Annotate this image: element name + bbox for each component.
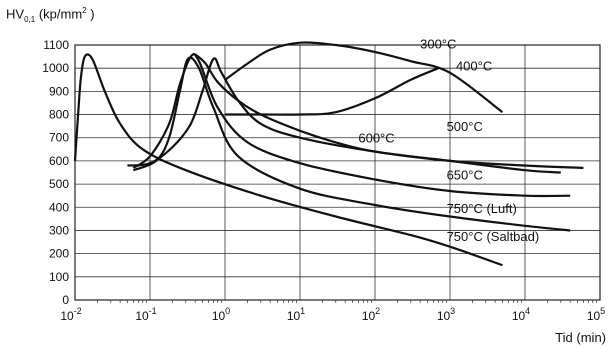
y-axis-label-unit-sup: 2: [82, 6, 87, 15]
y-tick-label: 800: [49, 108, 69, 122]
axes: [74, 44, 601, 303]
x-tick-label: 100: [212, 306, 230, 323]
series-line-0: [224, 41, 504, 114]
series-line-5: [132, 56, 571, 232]
y-tick-label: 300: [49, 223, 69, 237]
x-tick-label: 10-1: [135, 306, 156, 323]
x-tick-label: 10-2: [60, 306, 81, 323]
y-tick-label: 500: [49, 177, 69, 191]
y-tick-label: 0: [62, 293, 69, 307]
y-axis-label-main: HV: [6, 6, 25, 22]
series-lines: [73, 41, 584, 267]
x-tick-label: 105: [587, 306, 605, 323]
series-line-4: [132, 53, 571, 198]
y-tick-label: 1100: [43, 38, 69, 52]
series-line-2: [194, 53, 584, 169]
y-axis-label-unit-end: ): [86, 6, 95, 22]
x-tick-label: 103: [437, 306, 455, 323]
y-tick-label: 600: [49, 154, 69, 168]
y-tick-label: 1000: [42, 61, 69, 75]
series-label-6: 750°C (Saltbad): [447, 229, 540, 244]
x-tick-label: 101: [287, 306, 305, 323]
x-tick-label: 102: [362, 306, 380, 323]
series-line-3: [127, 57, 561, 174]
y-tick-label: 200: [49, 247, 69, 261]
series-label-4: 650°C: [447, 167, 483, 182]
x-axis-label: Tid (min): [555, 330, 606, 345]
y-tick-label: 900: [49, 84, 69, 98]
series-label-1: 400°C: [456, 59, 492, 74]
y-tick-label: 700: [49, 131, 69, 145]
series-line-6: [73, 53, 503, 267]
y-axis-label-sub: 0,1: [24, 14, 36, 24]
y-axis-label: HV0,1 (kp/mm2 ): [6, 6, 95, 24]
series-label-0: 300°C: [420, 36, 456, 51]
series-label-2: 500°C: [447, 119, 483, 134]
y-tick-label: 100: [49, 270, 69, 284]
x-tick-label: 104: [512, 306, 530, 323]
series-label-3: 600°C: [358, 130, 394, 145]
y-axis-label-unit: (kp/mm: [38, 6, 83, 22]
tick-labels: 0 100 200 300 400 500 600 700 800 900 1000 1100 10-2…: [42, 38, 605, 323]
y-tick-label: 400: [49, 200, 69, 214]
series-label-5: 750°C (Luft): [447, 201, 517, 216]
